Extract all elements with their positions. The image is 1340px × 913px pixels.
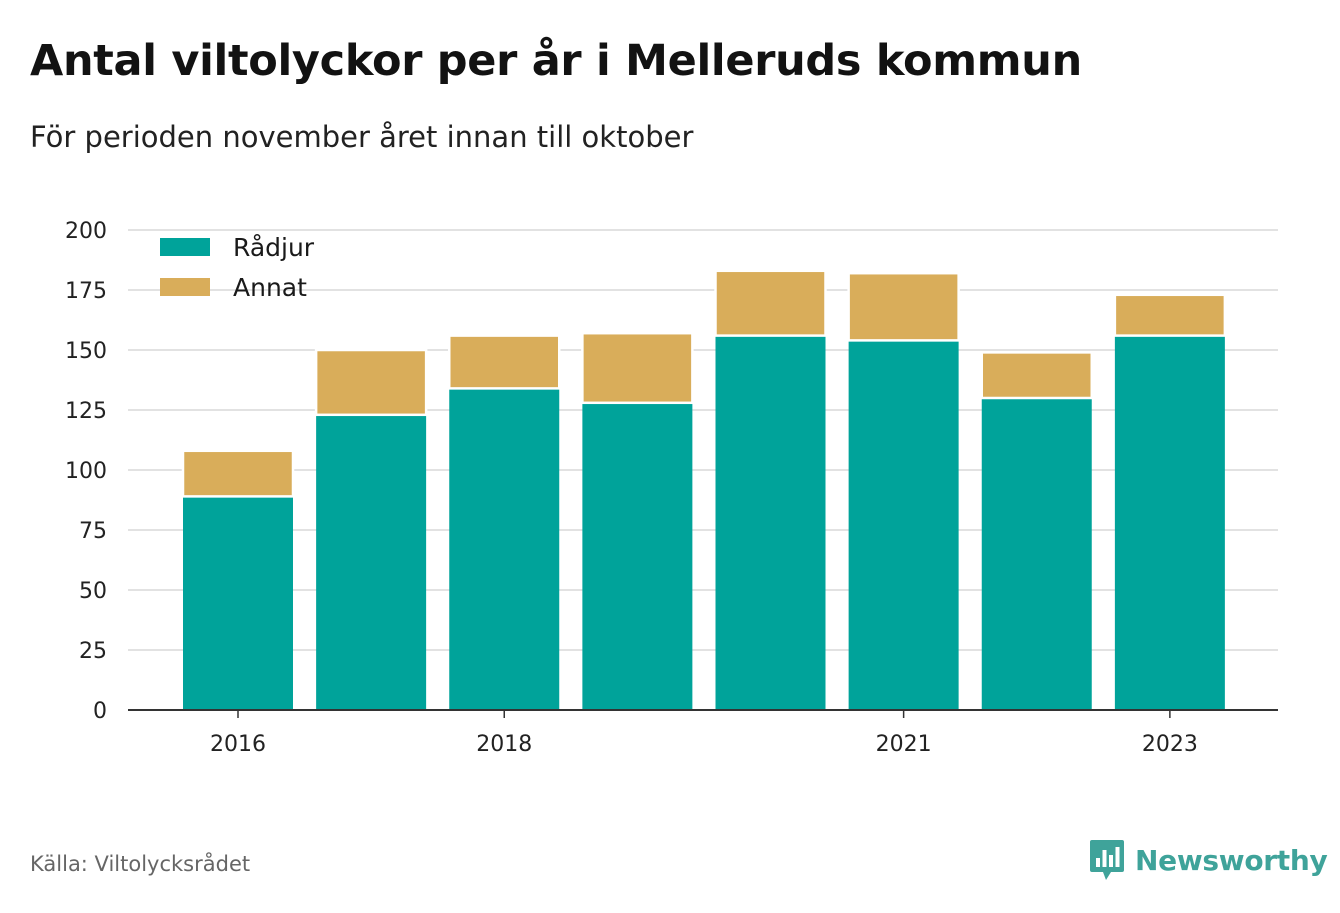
bars (181, 269, 1227, 710)
bar-annat-2018 (448, 334, 561, 390)
bar-radjur-2019 (582, 402, 693, 710)
x-tick-label: 2018 (476, 732, 532, 757)
bar-annat-2016 (181, 449, 295, 498)
bar-radjur-2017 (316, 414, 427, 710)
brand-name: Newsworthy (1135, 843, 1328, 877)
chart-title: Antal viltolyckor per år i Melleruds kom… (30, 36, 1082, 86)
bar-annat-2023 (1113, 293, 1227, 337)
y-tick-label: 125 (65, 399, 107, 424)
bar-radjur-2016 (183, 496, 293, 710)
bar-radjur-2022 (981, 398, 1092, 710)
y-tick-label: 175 (65, 279, 107, 304)
y-tick-label: 0 (93, 699, 107, 724)
newsworthy-logo-icon (1090, 840, 1124, 880)
y-tick-label: 150 (65, 339, 107, 364)
x-tick-label: 2016 (210, 732, 266, 757)
bar-annat-2021 (847, 271, 960, 342)
bar-radjur-2020 (715, 335, 826, 710)
chart-subtitle: För perioden november året innan till ok… (30, 120, 694, 154)
legend-label-radjur: Rådjur (233, 233, 315, 262)
bar-annat-2020 (714, 269, 827, 337)
y-tick-label: 25 (79, 639, 107, 664)
bar-radjur-2018 (449, 388, 560, 710)
x-tick-label: 2021 (876, 732, 932, 757)
y-tick-label: 50 (79, 579, 107, 604)
legend-swatch-radjur (160, 238, 210, 256)
y-tick-label: 200 (65, 219, 107, 244)
y-tick-label: 100 (65, 459, 107, 484)
bar-radjur-2021 (848, 340, 959, 710)
source-note: Källa: Viltolycksrådet (30, 852, 251, 876)
brand-logo[interactable]: Newsworthy (1089, 838, 1328, 882)
x-tick-label: 2023 (1142, 732, 1198, 757)
x-axis-ticks: 2016 2018 2021 2023 (210, 710, 1198, 757)
bar-radjur-2023 (1114, 335, 1225, 710)
bar-annat-2022 (980, 351, 1093, 400)
legend-swatch-annat (160, 278, 210, 296)
bar-annat-2017 (314, 348, 428, 417)
y-axis-ticks: 0 25 50 75 100 125 150 175 200 (65, 219, 107, 724)
bar-annat-2019 (581, 331, 694, 405)
legend-label-annat: Annat (233, 273, 307, 302)
y-tick-label: 75 (79, 519, 107, 544)
legend: Rådjur Annat (160, 233, 315, 302)
